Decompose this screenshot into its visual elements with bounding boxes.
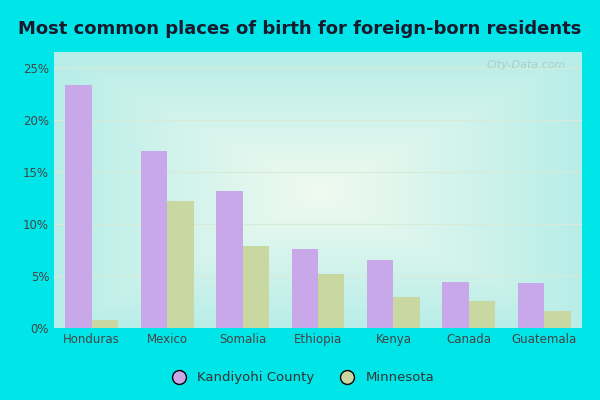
Bar [242,246,269,328]
Bar [367,260,394,328]
Bar [92,320,118,328]
Bar [518,283,544,328]
Bar [216,190,242,328]
Text: Most common places of birth for foreign-born residents: Most common places of birth for foreign-… [19,20,581,38]
Bar [292,249,318,328]
Legend: Kandiyohi County, Minnesota: Kandiyohi County, Minnesota [160,366,440,390]
Bar [167,201,194,328]
Bar [394,297,420,328]
Bar [544,311,571,328]
Text: City-Data.com: City-Data.com [487,60,566,70]
Bar [442,282,469,328]
Bar [141,151,167,328]
Bar [469,301,495,328]
Bar [318,274,344,328]
Bar [65,85,92,328]
